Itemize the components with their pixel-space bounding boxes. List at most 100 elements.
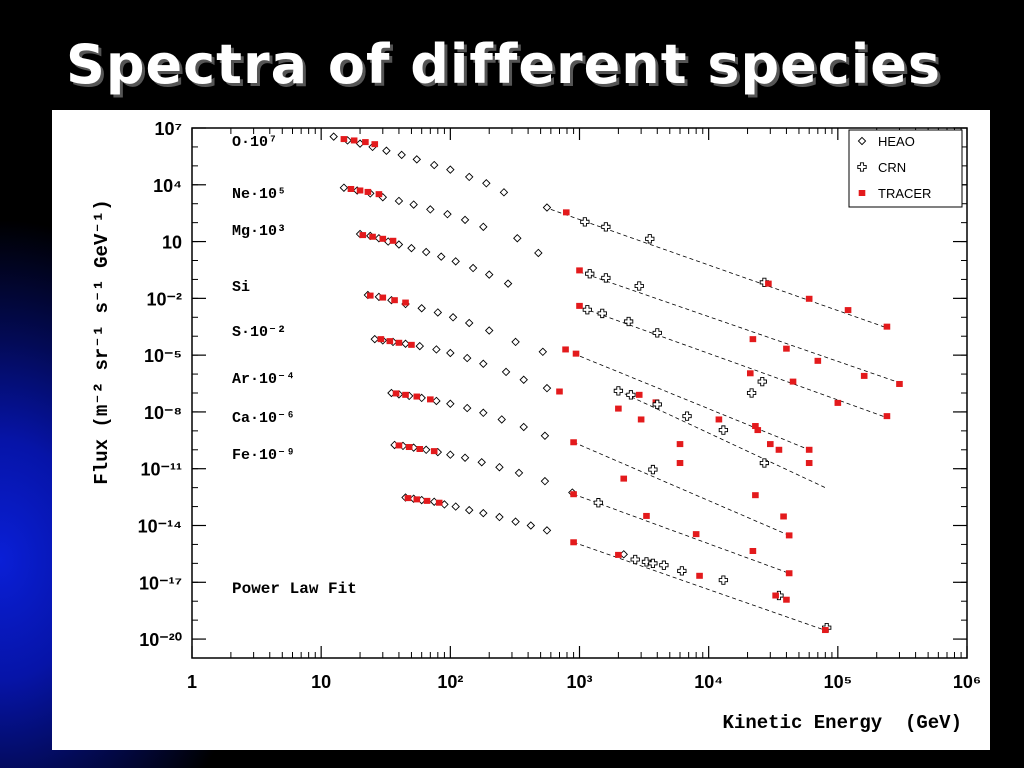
tracer-point	[637, 416, 645, 423]
fit-line	[618, 390, 826, 489]
tracer-point	[635, 391, 643, 398]
heao-point	[446, 450, 455, 459]
heao-point	[495, 462, 504, 472]
x-axis-title: Kinetic Energy (GeV)	[723, 712, 962, 734]
crn-point	[634, 281, 644, 291]
crn-point	[746, 388, 757, 398]
tracer-point	[696, 572, 703, 579]
tracer-point	[749, 336, 757, 343]
heao-point	[446, 348, 455, 358]
y-tick-label: 10⁴	[153, 176, 182, 196]
y-tick-label: 10⁷	[155, 119, 182, 139]
heao-point	[339, 183, 349, 192]
fit-line	[573, 541, 829, 632]
tracer-point	[402, 299, 409, 306]
heao-point	[542, 203, 552, 212]
tracer-point	[392, 390, 400, 397]
tracer-point	[413, 393, 421, 400]
heao-point	[448, 313, 458, 322]
data-points	[329, 132, 903, 634]
tracer-point	[780, 513, 787, 520]
tracer-point	[765, 280, 772, 287]
tracer-point	[377, 336, 385, 343]
heao-point	[542, 383, 552, 393]
slide-title: Spectra of different species	[66, 33, 942, 96]
fit-line	[573, 493, 790, 574]
heao-point	[538, 347, 548, 357]
tracer-point	[386, 338, 394, 345]
species-label: Ca·10⁻⁶	[232, 410, 295, 427]
crn-point	[682, 411, 692, 421]
tracer-point	[395, 339, 403, 346]
heao-point	[503, 279, 513, 288]
heao-point	[540, 431, 550, 441]
species-label: Si	[232, 279, 250, 296]
tracer-point	[371, 141, 379, 148]
heao-point	[462, 403, 472, 413]
tracer-point	[379, 235, 387, 242]
heao-point	[479, 222, 488, 232]
species-label: O·10⁷	[232, 134, 277, 151]
crn-point	[648, 464, 658, 475]
x-tick-label: 1	[187, 672, 197, 692]
tracer-point	[783, 596, 790, 603]
species-label: Fe·10⁻⁹	[232, 447, 295, 464]
legend-label: TRACER	[878, 186, 931, 201]
tracer-point	[834, 399, 842, 406]
crn-point	[630, 554, 640, 565]
heao-point	[421, 445, 431, 455]
crn-point	[641, 557, 652, 567]
power-law-fit-lines	[550, 209, 904, 632]
species-label: Ar·10⁻⁴	[232, 371, 295, 388]
tracer-point	[435, 499, 443, 506]
heao-point	[429, 160, 439, 170]
tracer-point	[379, 294, 387, 301]
heao-point	[432, 345, 441, 354]
heao-point	[407, 243, 416, 253]
tracer-point	[789, 378, 797, 385]
heao-point	[421, 247, 431, 257]
tracer-point	[402, 391, 409, 398]
crn-point	[718, 575, 729, 585]
tracer-point	[404, 495, 412, 502]
y-tick-label: 10⁻¹⁴	[138, 517, 182, 537]
y-tick-label: 10⁻²	[146, 289, 182, 309]
heao-point	[394, 240, 404, 249]
tracer-point	[615, 405, 622, 412]
crn-point	[623, 316, 634, 327]
tracer-point	[576, 302, 583, 309]
heao-point	[513, 234, 522, 243]
tracer-point	[749, 547, 757, 554]
tracer-point	[364, 188, 372, 195]
tracer-point	[783, 345, 790, 352]
tracer-point	[395, 442, 403, 449]
tracer-point	[576, 267, 583, 274]
tracer-point	[754, 427, 762, 434]
tracer-point	[413, 496, 421, 503]
x-tick-label: 10²	[437, 672, 463, 692]
heao-point	[484, 270, 494, 279]
tracer-point	[844, 307, 852, 314]
tracer-point	[340, 136, 348, 143]
heao-point	[484, 326, 494, 335]
heao-point	[432, 396, 441, 406]
heao-point	[495, 512, 504, 522]
tracer-point	[676, 460, 684, 467]
crn-point	[718, 425, 729, 435]
heao-point	[511, 517, 520, 526]
legend-label: CRN	[878, 160, 906, 175]
tracer-point	[883, 323, 891, 330]
tracer-point	[785, 532, 793, 539]
heao-point	[417, 304, 426, 313]
heao-point	[433, 308, 443, 317]
legend-box	[848, 129, 963, 208]
power-law-fit-annotation: Power Law Fit	[232, 580, 357, 598]
tracer-point	[562, 346, 569, 353]
legend: HEAO CRN TRACER	[848, 129, 963, 208]
heao-point	[394, 196, 404, 206]
heao-point	[415, 341, 425, 351]
crn-point	[585, 269, 595, 279]
tracer-point	[752, 492, 759, 499]
tracer-point	[556, 388, 563, 395]
heao-point	[464, 172, 474, 182]
